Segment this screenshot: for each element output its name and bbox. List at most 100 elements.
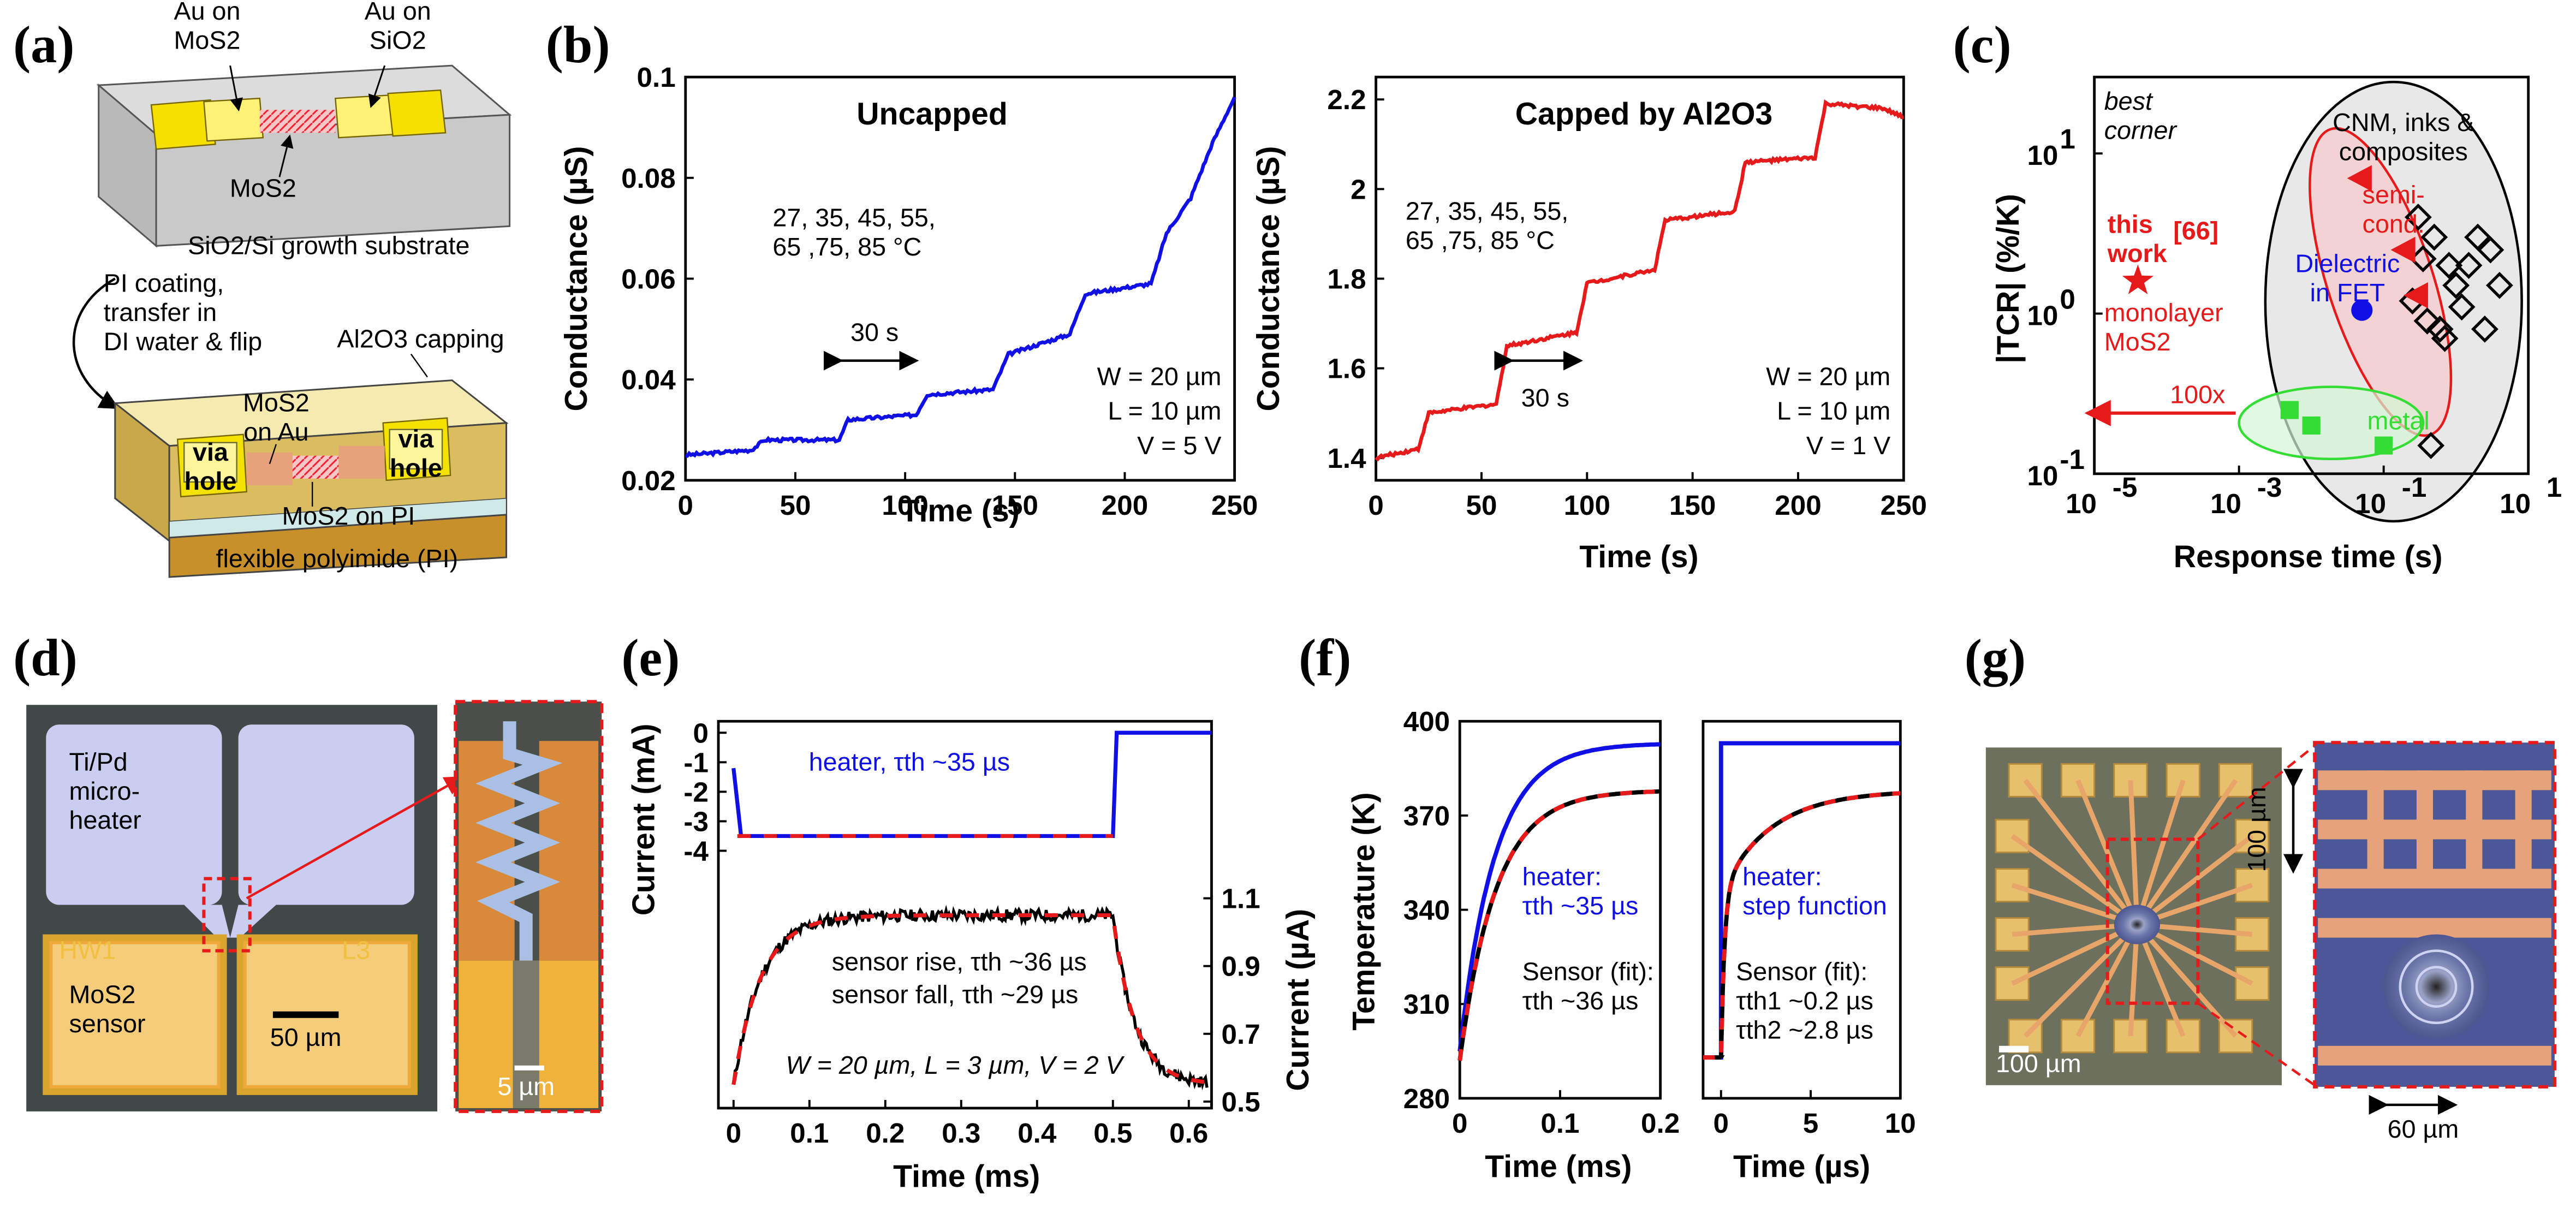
trace [2135, 778, 2238, 926]
f2-heater-label: heater: step function [1742, 863, 1887, 920]
via-hole-right [389, 429, 443, 470]
b2-ylabel: Conductance (µS) [1251, 146, 1286, 411]
e-sensor-fit [731, 913, 1207, 1085]
panel-g-micrograph: 100 µm 100 µm 60 µm [1985, 741, 2556, 1143]
b2-note: 27, 35, 45, 55, 65 ,75, 85 °C [1406, 197, 1568, 254]
ytick-label: 0.06 [621, 264, 676, 295]
ytick-label: 1.8 [1327, 264, 1366, 295]
bond-pad [2218, 763, 2253, 798]
xtick-label: 10 [2500, 488, 2531, 519]
b1-params: W = 20 µm L = 10 µm V = 5 V [1097, 362, 1222, 460]
f1-heater-label: heater: τth ~35 µs [1522, 863, 1639, 920]
label-via-left: via hole [184, 438, 236, 495]
d-scale-main: 50 µm [270, 1023, 342, 1051]
ytick-label: 0.02 [621, 465, 676, 496]
c-point-diamond [2435, 252, 2463, 279]
param-line: V = 5 V [1137, 431, 1221, 460]
xtick-label: 10 [2066, 488, 2097, 519]
zoom-trace [2515, 770, 2532, 869]
heater-pad-left [46, 724, 222, 905]
ytick-exp: 0 [2060, 284, 2075, 315]
label-mos2: MoS2 [230, 174, 296, 202]
param-line: W = 20 µm [1766, 362, 1890, 391]
ytick-label: 1.6 [1327, 353, 1366, 384]
chart-e: 0 0.1 0.2 0.3 0.4 0.5 0.60-1-2-3-41.10.90.70.5… [627, 717, 1316, 1194]
chart-b2: 0 50 100 150 200 250 1.4 1.6 1.8 2 2.2 Time (s) Co… [1251, 75, 1927, 574]
d-hw1-label: HW1 [59, 936, 116, 965]
y2tick-label: 0.7 [1222, 1019, 1260, 1050]
label-mos2-on-au: MoS2 on Au [243, 389, 310, 446]
zoom-trace [2318, 918, 2551, 938]
zoom-trace [2416, 770, 2434, 869]
d-l3-label: L3 [342, 936, 370, 965]
c-point-circle [2351, 299, 2373, 321]
xtick-label: 100 [882, 490, 928, 521]
ytick-label: 2.2 [1327, 84, 1366, 115]
ytick-label: 310 [1403, 989, 1450, 1020]
trace [2134, 779, 2186, 925]
d-sensor-label: MoS2 sensor [69, 980, 145, 1038]
d-scale-zoom: 5 µm [497, 1072, 555, 1101]
b2-xlabel: Time (s) [1579, 539, 1698, 574]
xtick-exp: -3 [2257, 472, 2282, 503]
xtick-exp: -1 [2402, 472, 2427, 503]
param-line: W = 20 µm [1097, 362, 1222, 391]
label-substrate: SiO2/Si growth substrate [188, 231, 469, 259]
panel-label-e: (e) [621, 628, 680, 687]
zoom-trace [2318, 1045, 2551, 1066]
xtick-label: 100 [1564, 490, 1610, 521]
xtick-label: 0.6 [1169, 1117, 1208, 1149]
xtick-label: 0.1 [790, 1117, 829, 1149]
xtick-label: 0 [1368, 490, 1383, 521]
b2-params: W = 20 µm L = 10 µm V = 1 V [1766, 362, 1890, 460]
g-zoom-v: 100 µm [2242, 787, 2271, 872]
c-point-diamond [2417, 432, 2445, 459]
c-point-triangle [2347, 165, 2372, 192]
xtick-label: 50 [1466, 490, 1497, 521]
c-point-triangle [2390, 236, 2416, 263]
c-point-diamond [2426, 316, 2454, 343]
c-point-diamond [2477, 236, 2504, 264]
trace [2023, 923, 2139, 1038]
panel-d-micrograph: Ti/Pd micro-heater HW1 L3 MoS2 sensor 50 µ… [26, 700, 604, 1113]
c-ref-label: [66] [2173, 216, 2218, 245]
c-point-diamond [2471, 316, 2498, 343]
e-sensor-line [732, 905, 1209, 1091]
panel-label-d: (d) [13, 628, 78, 687]
f2-sensor-label: Sensor (fit): τth1 ~0.2 µs τth2 ~2.8 µs [1736, 958, 1873, 1044]
e-params-label: W = 20 µm, L = 3 µm, V = 2 V [786, 1051, 1125, 1079]
e-ylabel: Current (mA) [627, 724, 662, 916]
e-fall-label: sensor fall, τth ~29 µs [832, 980, 1078, 1009]
xtick-label: 10 [2355, 488, 2386, 519]
trace [2135, 834, 2254, 927]
ytick-label: 370 [1403, 800, 1450, 831]
b1-note: 27, 35, 45, 55, 65 ,75, 85 °C [772, 203, 935, 260]
ytick-label: 1.4 [1327, 443, 1366, 474]
xtick-label: 0.4 [1018, 1117, 1057, 1149]
xtick-label: 0.2 [866, 1117, 905, 1149]
c-best-corner: best corner [2104, 87, 2178, 144]
c-point-square [2302, 416, 2321, 435]
panel-label-c: (c) [1953, 15, 2012, 74]
c-cnm-label: CNM, inks & composites [2333, 108, 2474, 165]
c-semicond-label: semi-cond. [2363, 180, 2425, 237]
c-point-diamond [2404, 203, 2432, 231]
xtick-label: 0 [726, 1117, 741, 1149]
label-au-on-sio2: Au on SiO2 [365, 0, 431, 54]
b2-title: Capped by Al2O3 [1515, 97, 1773, 132]
trace [2023, 778, 2139, 926]
bond-pad [1995, 867, 2030, 903]
c-point-diamond [2455, 252, 2483, 279]
label-via-right: via hole [390, 425, 442, 482]
b1-title: Uncapped [856, 97, 1008, 132]
label-process: PI coating, transfer in DI water & flip [104, 269, 263, 356]
g-zoom-h: 60 µm [2388, 1115, 2459, 1143]
bond-pad [2060, 763, 2096, 798]
b2-series-line [1375, 99, 1904, 462]
param-line: V = 1 V [1806, 431, 1890, 460]
bond-pad [2165, 763, 2200, 798]
xtick-label: 50 [780, 490, 811, 521]
b1-arrow-label: 30 s [850, 318, 899, 347]
f-ylabel: Temperature (K) [1347, 792, 1382, 1030]
